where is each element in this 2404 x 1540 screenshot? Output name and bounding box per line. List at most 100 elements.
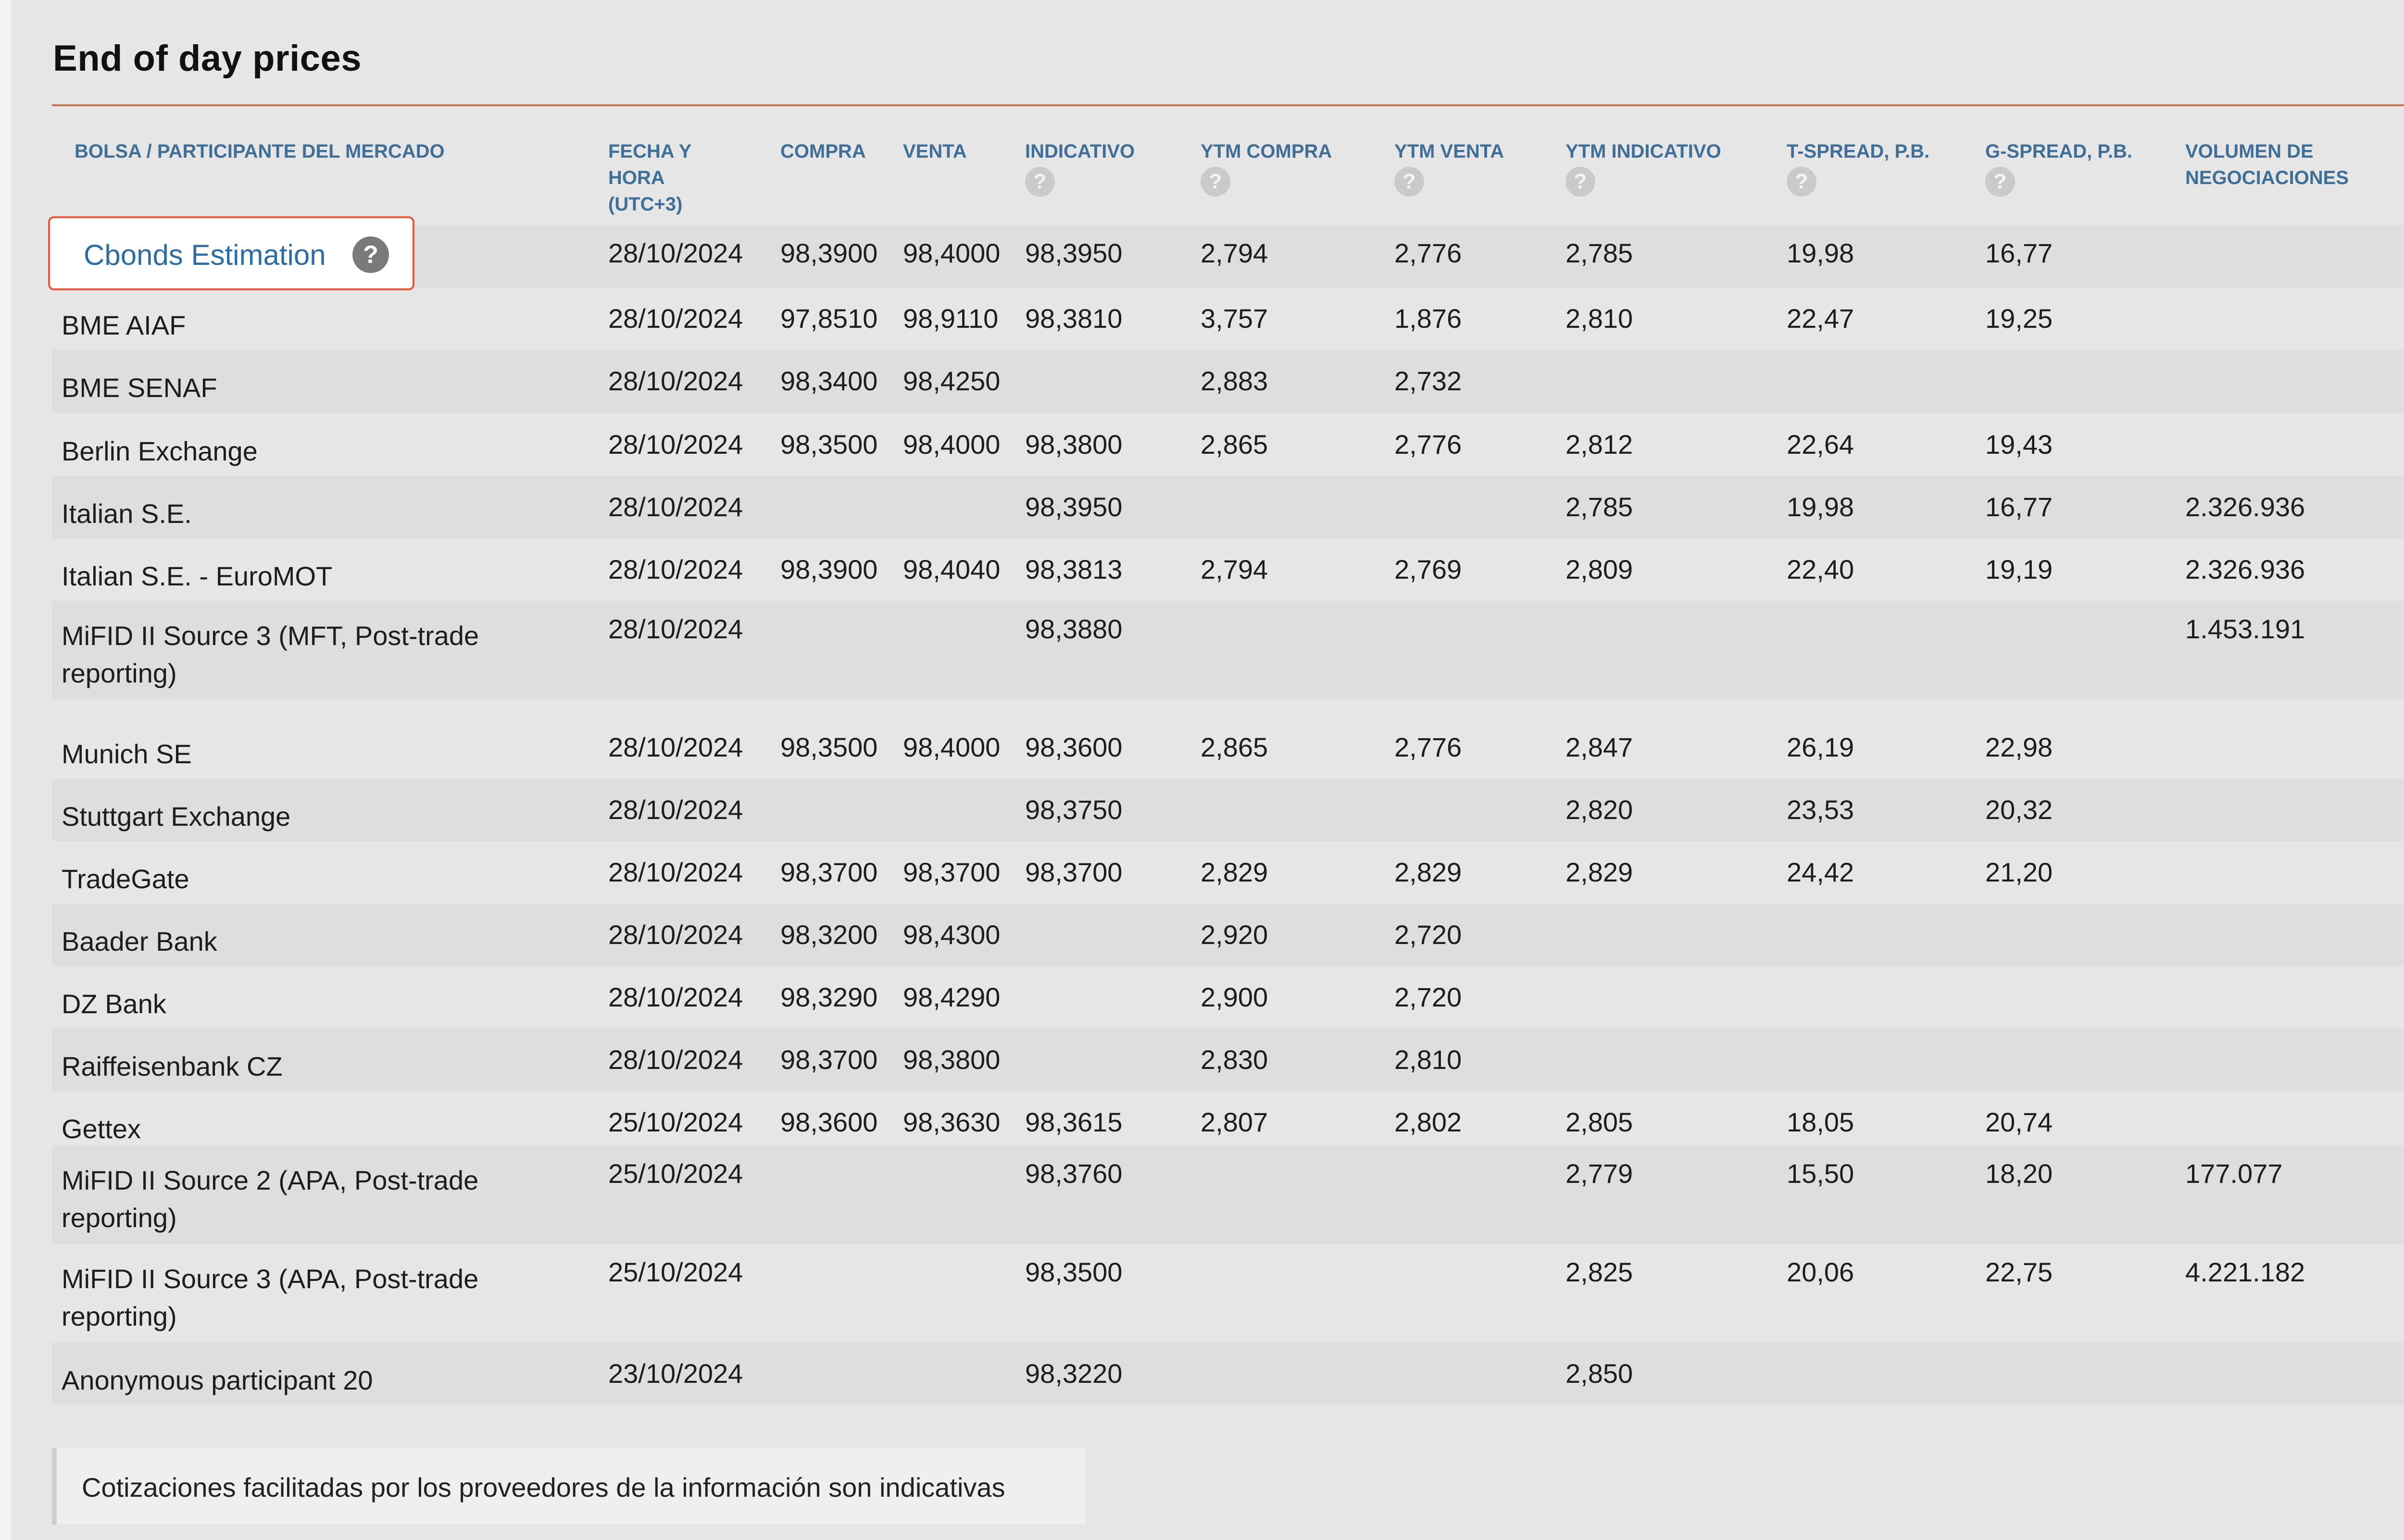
cell-ytm-indicativo: 2,785 — [1565, 238, 1633, 268]
question-circle-icon[interactable]: ? — [1201, 167, 1230, 197]
cell-date-time: 28/10/2024 — [608, 366, 743, 396]
cell-volumen: 4.221.182 — [2185, 1257, 2305, 1287]
column-header-market-participant: BOLSA / PARTICIPANTE DEL MERCADO — [75, 138, 445, 165]
cell-venta: 98,4000 — [903, 429, 1001, 460]
cell-date-time: 28/10/2024 — [608, 492, 743, 522]
cell-compra: 98,3700 — [780, 1044, 878, 1075]
cell-ytm-compra: 2,865 — [1201, 732, 1268, 762]
cell-ytm-indicativo: 2,829 — [1565, 857, 1633, 887]
cell-volumen: 1.453.191 — [2185, 614, 2305, 644]
cell-indicativo: 98,3760 — [1025, 1158, 1123, 1189]
table-row: BME SENAF 28/10/2024 98,3400 98,4250 2,883 2,… — [52, 350, 2404, 413]
cell-ytm-venta: 2,732 — [1394, 366, 1462, 396]
cell-venta: 98,4000 — [903, 238, 1001, 268]
table-row: MiFID II Source 3 (APA, Post-trade repor… — [52, 1244, 2404, 1342]
cell-market-participant: Raiffeisenbank CZ — [62, 1051, 283, 1081]
cell-date-time: 28/10/2024 — [608, 429, 743, 460]
cell-venta: 98,3630 — [903, 1107, 1001, 1137]
cell-compra: 98,3900 — [780, 238, 878, 268]
column-header-ytm-venta: YTM VENTA? — [1394, 138, 1504, 197]
column-header-label: BOLSA / PARTICIPANTE DEL MERCADO — [75, 141, 445, 162]
cell-ytm-venta: 2,720 — [1394, 919, 1462, 950]
cell-market-participant: MiFID II Source 3 (APA, Post-trade repor… — [62, 1264, 479, 1331]
question-circle-icon[interactable]: ? — [352, 236, 389, 273]
cell-ytm-indicativo: 2,850 — [1565, 1358, 1633, 1389]
cbonds-estimation-box[interactable]: Cbonds Estimation? — [48, 216, 414, 290]
cell-ytm-compra: 2,794 — [1201, 238, 1268, 268]
cell-indicativo: 98,3810 — [1025, 303, 1123, 334]
cell-market-participant: DZ Bank — [62, 989, 166, 1019]
cell-market-participant: BME SENAF — [62, 373, 217, 403]
cell-compra: 98,3400 — [780, 366, 878, 396]
cell-compra: 98,3200 — [780, 919, 878, 950]
cell-date-time: 25/10/2024 — [608, 1257, 743, 1287]
disclaimer-text: Cotizaciones facilitadas por los proveed… — [82, 1472, 1005, 1503]
cell-ytm-indicativo: 2,809 — [1565, 554, 1633, 584]
question-circle-icon[interactable]: ? — [1787, 167, 1816, 197]
cbonds-estimation-link[interactable]: Cbonds Estimation — [84, 239, 326, 271]
cell-g-spread: 22,75 — [1985, 1257, 2053, 1287]
cell-ytm-compra: 3,757 — [1201, 303, 1268, 334]
cell-indicativo: 98,3600 — [1025, 732, 1123, 762]
question-circle-icon[interactable]: ? — [1025, 167, 1055, 197]
column-header-date-time: FECHA Y HORA (UTC+3) — [608, 138, 691, 218]
table-row: MiFID II Source 2 (APA, Post-trade repor… — [52, 1145, 2404, 1244]
cell-market-participant: Stuttgart Exchange — [62, 801, 291, 832]
column-header-label: VOLUMEN DE — [2185, 141, 2314, 162]
column-header-label: T-SPREAD, P.B. — [1787, 141, 1930, 162]
cell-market-participant: Italian S.E. - EuroMOT — [62, 561, 333, 591]
cell-market-participant: Gettex — [62, 1114, 141, 1144]
column-header-label: VENTA — [903, 141, 967, 162]
cell-g-spread: 16,77 — [1985, 238, 2053, 268]
question-circle-icon[interactable]: ? — [1985, 167, 2015, 197]
cell-ytm-indicativo: 2,812 — [1565, 429, 1633, 460]
cell-t-spread: 26,19 — [1787, 732, 1854, 762]
cell-market-participant: TradeGate — [62, 864, 189, 894]
cell-g-spread: 19,25 — [1985, 303, 2053, 334]
cell-t-spread: 19,98 — [1787, 492, 1854, 522]
cell-compra: 98,3600 — [780, 1107, 878, 1137]
column-header-label: YTM INDICATIVO — [1565, 141, 1721, 162]
table-header: BOLSA / PARTICIPANTE DEL MERCADO FECHA Y H… — [11, 0, 2404, 221]
column-header-label: COMPRA — [780, 141, 866, 162]
cell-ytm-compra: 2,900 — [1201, 982, 1268, 1012]
cell-indicativo: 98,3700 — [1025, 857, 1123, 887]
cell-ytm-compra: 2,829 — [1201, 857, 1268, 887]
question-circle-icon[interactable]: ? — [1565, 167, 1595, 197]
column-header-volumen: VOLUMEN DE NEGOCIACIONES — [2185, 138, 2349, 191]
cell-g-spread: 21,20 — [1985, 857, 2053, 887]
cell-t-spread: 18,05 — [1787, 1107, 1854, 1137]
cell-indicativo: 98,3813 — [1025, 554, 1123, 584]
table-row: Italian S.E. - EuroMOT 28/10/2024 98,3900 9… — [52, 538, 2404, 601]
column-header-compra: COMPRA — [780, 138, 866, 165]
cell-indicativo: 98,3750 — [1025, 795, 1123, 825]
column-header-label: G-SPREAD, P.B. — [1985, 141, 2132, 162]
cell-market-participant: MiFID II Source 3 (MFT, Post-trade repor… — [62, 621, 479, 688]
cell-compra: 97,8510 — [780, 303, 878, 334]
cell-volumen: 2.326.936 — [2185, 492, 2305, 522]
cell-venta: 98,4040 — [903, 554, 1001, 584]
cell-ytm-venta: 2,776 — [1394, 238, 1462, 268]
column-header-t-spread: T-SPREAD, P.B.? — [1787, 138, 1929, 197]
cell-ytm-venta: 1,876 — [1394, 303, 1462, 334]
cell-date-time: 28/10/2024 — [608, 303, 743, 334]
disclaimer-box: Cotizaciones facilitadas por los proveed… — [52, 1448, 1086, 1525]
cell-market-participant: Baader Bank — [62, 926, 217, 956]
column-header-ytm-compra: YTM COMPRA? — [1201, 138, 1332, 197]
cell-ytm-venta: 2,776 — [1394, 732, 1462, 762]
cell-g-spread: 19,19 — [1985, 554, 2053, 584]
cell-ytm-venta: 2,769 — [1394, 554, 1462, 584]
cell-market-participant: Berlin Exchange — [62, 436, 258, 466]
table-row: Italian S.E. 28/10/2024 98,3950 2,785 19,98 1… — [52, 476, 2404, 538]
cell-venta: 98,3800 — [903, 1044, 1001, 1075]
cell-market-participant: Italian S.E. — [62, 498, 192, 529]
column-header-label: HORA — [608, 167, 665, 188]
cell-ytm-venta: 2,810 — [1394, 1044, 1462, 1075]
cell-t-spread: 22,64 — [1787, 429, 1854, 460]
column-header-label: (UTC+3) — [608, 194, 683, 215]
question-circle-icon[interactable]: ? — [1394, 167, 1424, 197]
column-header-g-spread: G-SPREAD, P.B.? — [1985, 138, 2132, 197]
column-header-label: FECHA Y — [608, 141, 692, 162]
cell-market-participant: Anonymous participant 20 — [62, 1365, 373, 1395]
cell-ytm-compra: 2,920 — [1201, 919, 1268, 950]
